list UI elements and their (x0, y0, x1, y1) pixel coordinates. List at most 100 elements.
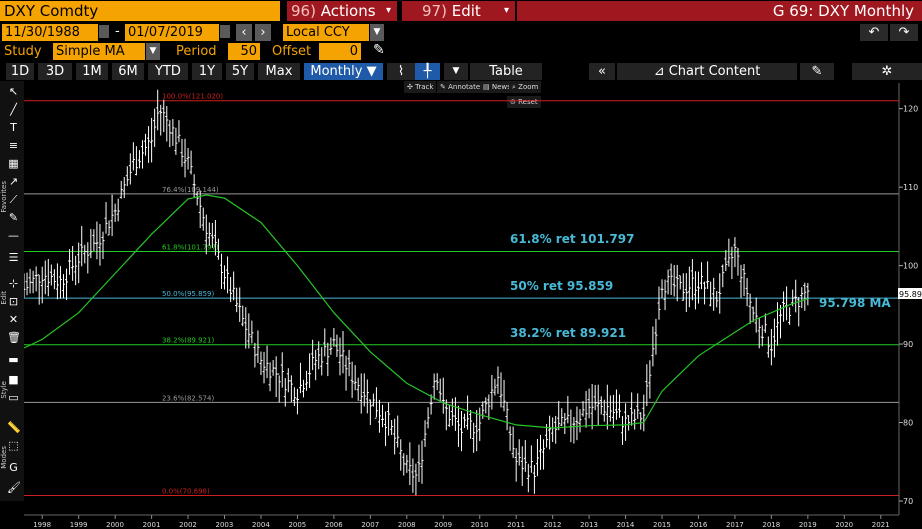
line-chart-icon[interactable]: ⌇ (387, 63, 415, 80)
table-button[interactable]: Table (470, 63, 542, 80)
line-tool-icon[interactable]: ╱ (10, 103, 17, 116)
x-tick-label: 2003 (216, 521, 234, 529)
frequency-dropdown[interactable]: Monthly ▼ (304, 63, 383, 80)
x-tick-label: 2009 (434, 521, 452, 529)
pen-tool-icon[interactable]: ✎ (8, 211, 19, 224)
y-tick-label: 70 (903, 497, 913, 506)
x-tick-label: 2013 (580, 521, 598, 529)
horizontal-line-icon[interactable]: — (8, 229, 19, 242)
end-date-field[interactable]: 01/07/2019 (125, 24, 219, 41)
x-tick-label: 1998 (33, 521, 51, 529)
bar-chart-icon[interactable]: ╀ (415, 63, 440, 80)
edit-menu[interactable]: 97) Edit ▾ (402, 1, 515, 21)
frequency-label: Monthly (310, 64, 363, 79)
x-tick-label: 2006 (325, 521, 343, 529)
fib-level-label: 76.4%(109.144) (162, 186, 219, 194)
text-tool-icon[interactable]: T (10, 121, 17, 134)
style-line-icon[interactable]: ▭ (8, 391, 19, 404)
fib-level-label: 61.8%(101.797) (162, 244, 219, 252)
previous-arrow-button[interactable]: ‹ (236, 24, 252, 41)
fib-level-label: 0.0%(70.698) (162, 488, 210, 496)
price-chart[interactable]: 100.0%(121.020) 76.4%(109.144) 61.8%(101.7… (24, 81, 922, 529)
y-tick-label: 110 (903, 183, 918, 192)
channel-tool-icon[interactable]: ▦ (8, 157, 19, 170)
select-tool-icon[interactable]: ⊡ (8, 295, 19, 308)
actions-menu-label: Actions (320, 2, 376, 20)
undo-icon[interactable]: ↶ (860, 24, 888, 41)
pencil-icon[interactable]: ✎ (373, 42, 385, 58)
gear-icon[interactable]: ✲ (852, 63, 922, 80)
x-tick-label: 2011 (507, 521, 525, 529)
x-tick-label: 2008 (398, 521, 416, 529)
track-button[interactable]: ✣ Track (404, 81, 437, 93)
actions-menu[interactable]: 96) Actions ▾ (287, 1, 397, 21)
modes-label: Modes (0, 446, 8, 469)
chart-content-button[interactable]: ⊿ Chart Content (617, 63, 797, 80)
arrow-tool-icon[interactable]: ↗ (8, 175, 19, 188)
chevron-down-icon[interactable]: ▼ (444, 63, 468, 80)
range-button-1y[interactable]: 1Y (192, 63, 222, 80)
study-field[interactable]: Simple MA (53, 43, 145, 60)
ruler-icon[interactable]: 📏 (7, 421, 21, 434)
range-button-6m[interactable]: 6M (112, 63, 144, 80)
next-arrow-button[interactable]: › (255, 24, 271, 41)
chevron-down-icon: ▾ (503, 5, 509, 16)
range-button-5y[interactable]: 5Y (226, 63, 254, 80)
x-tick-label: 2018 (762, 521, 780, 529)
calendar-icon[interactable] (99, 25, 109, 38)
fib-level-label: 50.0%(95.859) (162, 290, 214, 298)
mode-icon[interactable]: ⬚ (8, 439, 19, 452)
calendar-icon[interactable] (220, 25, 230, 38)
list-tool-icon[interactable]: ☰ (8, 251, 19, 264)
edit-side-label: Edit (0, 291, 8, 305)
fib-level-label: 100.0%(121.020) (162, 93, 223, 101)
style-bar-icon[interactable]: ▬ (8, 353, 19, 366)
delete-tool-icon[interactable]: ✕ (8, 313, 19, 326)
chevron-down-icon[interactable]: ▼ (146, 43, 160, 60)
range-button-1m[interactable]: 1M (76, 63, 108, 80)
ray-tool-icon[interactable]: ⟋ (9, 193, 18, 206)
annotate-button[interactable]: ✎ Annotate (437, 81, 484, 93)
redo-icon[interactable]: ↷ (890, 24, 918, 41)
favorites-label: Favorites (0, 181, 8, 213)
x-tick-label: 1999 (70, 521, 88, 529)
range-button-ytd[interactable]: YTD (148, 63, 188, 80)
collapse-icon[interactable]: « (589, 63, 615, 80)
cursor-icon[interactable]: ↖ (8, 85, 19, 98)
news-button[interactable]: ▤ News (480, 81, 514, 93)
style-color-icon[interactable]: ■ (8, 373, 19, 386)
ma-value-annotation: 95.798 MA (819, 296, 891, 310)
range-button-3d[interactable]: 3D (38, 63, 72, 80)
x-tick-label: 2020 (835, 521, 853, 529)
x-tick-label: 2017 (726, 521, 744, 529)
reset-button[interactable]: ⊙ Reset (507, 96, 541, 108)
last-price-tag-bg (898, 288, 922, 299)
offset-field[interactable]: 0 (319, 43, 361, 60)
brush-icon[interactable]: 🖌 (7, 481, 21, 494)
trash-icon[interactable]: 🗑 (7, 331, 21, 344)
move-tool-icon[interactable]: ⊹ (8, 277, 19, 290)
start-date-field[interactable]: 11/30/1988 (2, 24, 98, 41)
x-tick-label: 2000 (106, 521, 124, 529)
fib-tool-icon[interactable]: ≡ (8, 139, 19, 152)
offset-label: Offset (272, 44, 312, 59)
g-mode-icon[interactable]: G (9, 461, 18, 474)
x-tick-label: 2004 (252, 521, 270, 529)
period-field[interactable]: 50 (228, 43, 260, 60)
edit-chart-icon[interactable]: ✎ (800, 63, 834, 80)
x-tick-label: 2010 (471, 521, 489, 529)
drawing-toolbar: ↖ ╱ T ≡ ▦ ↗ ⟋ ✎ — ☰ ⊹ ⊡ ✕ 🗑 ▬ ■ ▭ 📏 ⬚ G … (0, 81, 24, 501)
x-tick-label: 2016 (689, 521, 707, 529)
zoom-button[interactable]: ⌕ Zoom (509, 81, 542, 93)
fib-level-label: 23.6%(82.574) (162, 394, 214, 402)
chevron-down-icon: ▾ (385, 5, 391, 16)
x-tick-label: 2015 (653, 521, 671, 529)
range-button-max[interactable]: Max (258, 63, 300, 80)
range-button-1d[interactable]: 1D (6, 63, 34, 80)
style-label: Style (0, 381, 8, 399)
currency-field[interactable]: Local CCY (283, 24, 369, 41)
ticker-field[interactable]: DXY Comdty (0, 1, 280, 21)
date-separator: - (115, 24, 120, 39)
chevron-down-icon[interactable]: ▼ (370, 24, 384, 41)
graph-title: G 69: DXY Monthly (517, 1, 922, 21)
